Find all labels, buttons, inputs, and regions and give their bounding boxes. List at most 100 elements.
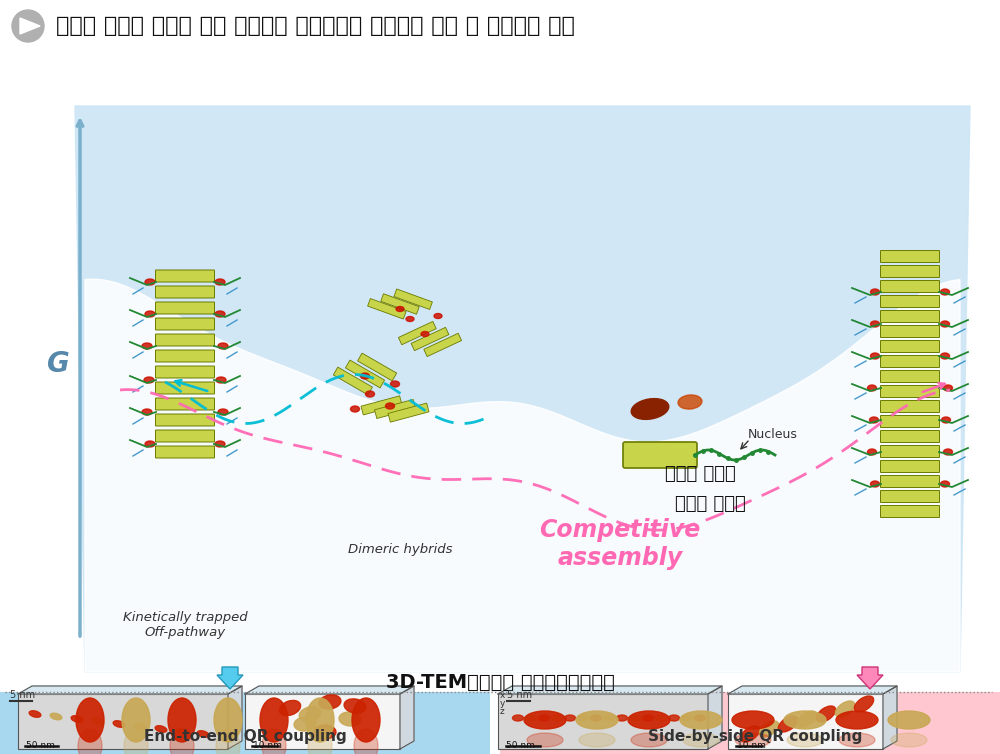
Ellipse shape [396,306,404,311]
Bar [361,396,402,415]
Bar [424,333,462,357]
FancyBboxPatch shape [881,355,940,367]
Ellipse shape [134,723,146,730]
FancyBboxPatch shape [156,414,214,426]
Ellipse shape [155,725,167,732]
Ellipse shape [942,417,950,423]
Ellipse shape [759,721,779,737]
Ellipse shape [631,399,669,419]
Ellipse shape [71,716,83,722]
Bar [375,400,415,418]
Ellipse shape [784,711,826,729]
Ellipse shape [421,332,429,336]
Ellipse shape [262,729,286,754]
Ellipse shape [854,696,874,712]
Ellipse shape [344,699,366,713]
Bar [398,321,436,345]
Ellipse shape [576,711,618,729]
Polygon shape [85,279,960,672]
Ellipse shape [122,698,150,742]
Ellipse shape [168,698,196,742]
Ellipse shape [735,733,771,747]
Text: Dimeric hybrids: Dimeric hybrids [348,543,452,556]
Ellipse shape [888,711,930,729]
Ellipse shape [616,715,628,721]
Ellipse shape [216,729,240,754]
Ellipse shape [113,721,125,728]
FancyBboxPatch shape [881,491,940,502]
Ellipse shape [678,395,702,409]
FancyBboxPatch shape [881,431,940,443]
Polygon shape [728,686,897,694]
FancyBboxPatch shape [156,286,214,298]
Circle shape [12,10,44,42]
FancyBboxPatch shape [881,446,940,458]
Ellipse shape [940,481,950,487]
Text: x: x [500,691,505,700]
FancyBboxPatch shape [881,326,940,338]
Ellipse shape [360,373,370,379]
Ellipse shape [642,715,654,721]
Text: 전도성 고분자 결정화 기반 이중접합 하이브리드 나노전선 형성 및 양자막대 제어: 전도성 고분자 결정화 기반 이중접합 하이브리드 나노전선 형성 및 양자막대… [56,16,575,36]
Ellipse shape [940,289,950,295]
Ellipse shape [524,711,566,729]
FancyBboxPatch shape [881,400,940,412]
Ellipse shape [538,715,550,721]
FancyBboxPatch shape [156,446,214,458]
FancyBboxPatch shape [156,318,214,330]
Ellipse shape [870,481,880,487]
Ellipse shape [145,279,155,285]
Ellipse shape [406,317,414,321]
FancyBboxPatch shape [881,476,940,488]
Ellipse shape [50,713,62,720]
Ellipse shape [526,715,536,721]
Ellipse shape [590,715,602,721]
Ellipse shape [197,731,209,737]
Ellipse shape [604,715,614,721]
Ellipse shape [176,728,188,735]
Text: 10 nm: 10 nm [737,741,766,750]
Bar [500,692,1000,754]
Ellipse shape [145,441,155,447]
Ellipse shape [145,311,155,317]
Ellipse shape [306,698,334,742]
Bar [345,360,385,388]
Text: 5 nm: 5 nm [10,690,35,700]
Ellipse shape [940,321,950,327]
Ellipse shape [214,698,242,742]
Ellipse shape [279,700,301,716]
Ellipse shape [215,279,225,285]
FancyBboxPatch shape [881,341,940,353]
Ellipse shape [787,733,823,747]
Ellipse shape [314,725,336,739]
Ellipse shape [630,715,640,721]
Ellipse shape [668,715,680,721]
Text: G: G [47,350,69,378]
Ellipse shape [680,711,722,729]
Ellipse shape [944,449,952,455]
Ellipse shape [124,729,148,754]
Ellipse shape [216,377,226,383]
Ellipse shape [870,289,880,295]
Bar [381,294,419,314]
FancyBboxPatch shape [156,350,214,362]
Text: End-to-end QR coupling: End-to-end QR coupling [144,729,346,744]
FancyBboxPatch shape [156,398,214,410]
Ellipse shape [870,417,879,423]
Polygon shape [498,686,722,694]
Bar [368,299,406,319]
Ellipse shape [868,385,876,391]
Ellipse shape [386,403,394,409]
Ellipse shape [294,717,316,731]
Ellipse shape [839,733,875,747]
Ellipse shape [656,715,666,721]
Bar [394,289,432,309]
Ellipse shape [564,715,576,721]
Text: Competitive
assembly: Competitive assembly [539,518,701,570]
Ellipse shape [694,715,706,721]
Text: z: z [500,707,505,716]
FancyBboxPatch shape [881,311,940,323]
FancyBboxPatch shape [881,415,940,428]
Ellipse shape [434,314,442,318]
Ellipse shape [891,733,927,747]
